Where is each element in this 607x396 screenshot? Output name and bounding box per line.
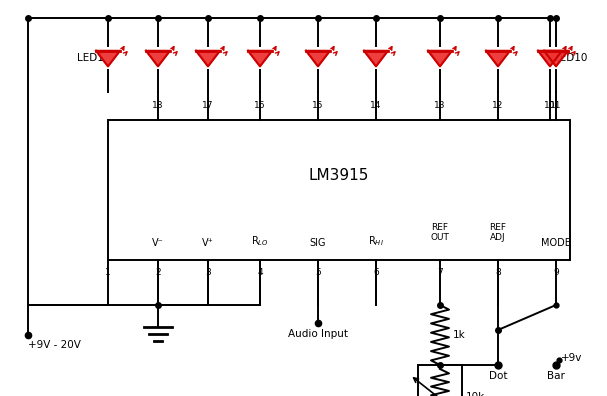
Text: LED10: LED10 bbox=[554, 53, 588, 63]
Text: 13: 13 bbox=[434, 101, 446, 110]
Text: +9v: +9v bbox=[561, 353, 582, 363]
Polygon shape bbox=[544, 51, 568, 67]
Text: REF
OUT: REF OUT bbox=[430, 223, 449, 242]
Text: 9: 9 bbox=[553, 268, 559, 277]
Polygon shape bbox=[538, 51, 562, 67]
Text: 12: 12 bbox=[492, 101, 504, 110]
Text: +9V - 20V: +9V - 20V bbox=[28, 340, 81, 350]
Polygon shape bbox=[146, 51, 170, 67]
Text: Dot: Dot bbox=[489, 371, 507, 381]
Bar bbox=[108, 120, 570, 260]
Text: REF
ADJ: REF ADJ bbox=[489, 223, 506, 242]
Text: V⁺: V⁺ bbox=[202, 238, 214, 248]
Text: 11: 11 bbox=[551, 101, 561, 110]
Text: LM3915: LM3915 bbox=[309, 168, 369, 183]
Text: 3: 3 bbox=[205, 268, 211, 277]
Text: 2: 2 bbox=[155, 268, 161, 277]
Text: 5: 5 bbox=[315, 268, 321, 277]
Polygon shape bbox=[428, 51, 452, 67]
Text: 18: 18 bbox=[152, 101, 164, 110]
Text: R$_{HI}$: R$_{HI}$ bbox=[368, 234, 384, 248]
Text: 1k: 1k bbox=[453, 330, 466, 340]
Polygon shape bbox=[306, 51, 330, 67]
Polygon shape bbox=[364, 51, 388, 67]
Text: 6: 6 bbox=[373, 268, 379, 277]
Text: 7: 7 bbox=[437, 268, 443, 277]
Polygon shape bbox=[96, 51, 120, 67]
Text: 15: 15 bbox=[312, 101, 324, 110]
Text: 17: 17 bbox=[202, 101, 214, 110]
Text: 10: 10 bbox=[544, 101, 556, 110]
Text: Bar: Bar bbox=[547, 371, 565, 381]
Polygon shape bbox=[486, 51, 510, 67]
Text: 1: 1 bbox=[105, 268, 111, 277]
Text: R$_{LO}$: R$_{LO}$ bbox=[251, 234, 269, 248]
Text: 14: 14 bbox=[370, 101, 382, 110]
Polygon shape bbox=[248, 51, 272, 67]
Polygon shape bbox=[196, 51, 220, 67]
Text: 8: 8 bbox=[495, 268, 501, 277]
Text: Audio Input: Audio Input bbox=[288, 329, 348, 339]
Text: V⁻: V⁻ bbox=[152, 238, 164, 248]
Text: MODE: MODE bbox=[541, 238, 571, 248]
Text: 10k: 10k bbox=[466, 392, 485, 396]
Bar bbox=[418, 365, 462, 396]
Text: 16: 16 bbox=[254, 101, 266, 110]
Text: SIG: SIG bbox=[310, 238, 326, 248]
Text: LED1: LED1 bbox=[77, 53, 104, 63]
Text: 4: 4 bbox=[257, 268, 263, 277]
